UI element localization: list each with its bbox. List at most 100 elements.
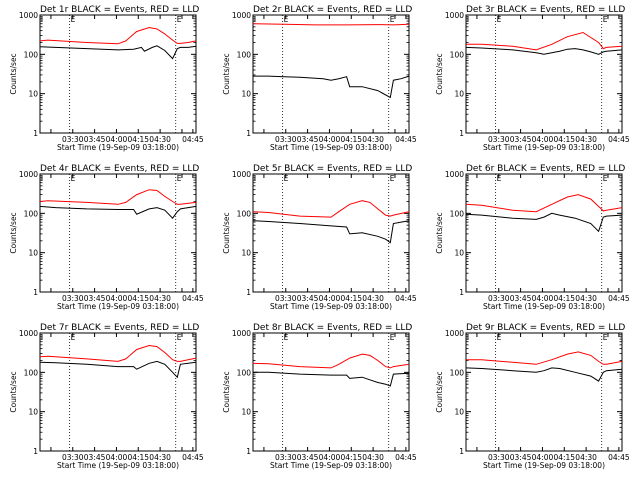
panel-title: Det 8r BLACK = Events, RED = LLD <box>253 323 412 333</box>
series-line-events <box>252 220 410 244</box>
x-tick-label: 04:30 <box>575 294 597 303</box>
y-tick-label: 1000 <box>445 170 464 179</box>
y-tick-label: 1 <box>459 288 464 297</box>
x-tick-label: 03:30 <box>62 135 84 144</box>
x-tick-label: 04:00 <box>106 135 128 144</box>
event-marker-label: E <box>497 333 502 342</box>
x-axis-label: Start Time (19-Sep-09 03:18:00) <box>483 461 605 470</box>
x-tick-label: 04:30 <box>575 453 597 462</box>
y-tick-label: 10 <box>454 249 464 258</box>
x-axis-label: Start Time (19-Sep-09 03:18:00) <box>57 143 179 152</box>
series-line-events <box>253 371 410 387</box>
x-tick-label: 04:45 <box>608 453 630 462</box>
panel-title: Det 7r BLACK = Events, RED = LLD <box>40 323 199 333</box>
y-tick-label: 1 <box>246 447 251 456</box>
y-tick-label: 1000 <box>232 11 251 20</box>
x-tick-label: 03:45 <box>297 453 319 462</box>
event-marker-label: E <box>284 333 289 342</box>
series-line-events <box>39 205 197 219</box>
x-tick-label: 03:45 <box>84 294 106 303</box>
series-line-lld <box>466 31 623 51</box>
y-tick-label: 100 <box>24 209 39 218</box>
y-axis-label: Counts/sec <box>9 53 18 94</box>
x-tick-label: 03:45 <box>297 294 319 303</box>
x-tick-label: 04:00 <box>319 294 341 303</box>
x-tick-label: 03:45 <box>84 453 106 462</box>
x-tick-label: 03:30 <box>275 135 297 144</box>
x-tick-label: 04:45 <box>395 135 417 144</box>
x-tick-label: 04:45 <box>182 294 204 303</box>
series-line-events <box>465 46 623 55</box>
x-tick-label: 03:30 <box>488 135 510 144</box>
y-tick-label: 100 <box>450 368 465 377</box>
panel-title: Det 1r BLACK = Events, RED = LLD <box>40 5 199 15</box>
x-tick-label: 04:15 <box>127 294 149 303</box>
y-tick-label: 100 <box>237 368 252 377</box>
event-marker-label: E <box>390 15 395 24</box>
event-marker-label: E <box>603 333 608 342</box>
x-axis-label: Start Time (19-Sep-09 03:18:00) <box>483 302 605 311</box>
x-axis-label: Start Time (19-Sep-09 03:18:00) <box>270 143 392 152</box>
event-marker-label: E <box>603 174 608 183</box>
y-tick-label: 100 <box>450 50 465 59</box>
x-tick-label: 03:45 <box>84 135 106 144</box>
event-marker-label: E <box>284 15 289 24</box>
event-marker-label: E <box>71 174 76 183</box>
y-tick-label: 10 <box>454 90 464 99</box>
y-tick-label: 10 <box>28 408 38 417</box>
panel-title: Det 3r BLACK = Events, RED = LLD <box>466 5 625 15</box>
event-marker-label: E <box>390 333 395 342</box>
x-tick-label: 04:30 <box>362 453 384 462</box>
chart-panel: Det 1r BLACK = Events, RED = LLD 1 10 100 10… <box>9 5 204 152</box>
plot-frame <box>252 14 410 134</box>
y-tick-label: 10 <box>28 90 38 99</box>
x-tick-label: 04:15 <box>127 135 149 144</box>
chart-panel: Det 7r BLACK = Events, RED = LLD 1 10 100 10… <box>9 323 204 470</box>
series-line-events <box>465 367 623 382</box>
plot-frame <box>39 14 197 134</box>
x-tick-label: 04:45 <box>182 135 204 144</box>
plot-frame <box>252 332 410 452</box>
y-tick-label: 1 <box>246 129 251 138</box>
event-marker-label: E <box>284 174 289 183</box>
y-axis-label: Counts/sec <box>222 212 231 253</box>
plot-frame <box>39 173 197 293</box>
event-marker-label: E <box>497 15 502 24</box>
x-tick-label: 03:45 <box>510 294 532 303</box>
y-tick-label: 10 <box>454 408 464 417</box>
x-tick-label: 03:45 <box>297 135 319 144</box>
y-axis-label: Counts/sec <box>222 53 231 94</box>
series-line-lld <box>39 189 197 205</box>
series-line-events <box>39 45 197 60</box>
x-tick-label: 04:15 <box>340 453 362 462</box>
y-tick-label: 1 <box>459 129 464 138</box>
y-axis-label: Counts/sec <box>222 371 231 412</box>
y-tick-label: 100 <box>24 368 39 377</box>
x-tick-label: 04:00 <box>319 135 341 144</box>
panel-title: Det 5r BLACK = Events, RED = LLD <box>253 164 412 174</box>
event-marker-label: E <box>177 333 182 342</box>
event-marker-label: E <box>71 333 76 342</box>
x-axis-label: Start Time (19-Sep-09 03:18:00) <box>270 461 392 470</box>
x-tick-label: 04:00 <box>532 294 554 303</box>
chart-panel: Det 5r BLACK = Events, RED = LLD 1 10 100 10… <box>222 164 417 311</box>
y-tick-label: 100 <box>24 50 39 59</box>
y-tick-label: 1 <box>33 447 38 456</box>
y-tick-label: 1000 <box>445 329 464 338</box>
panel-title: Det 4r BLACK = Events, RED = LLD <box>40 164 199 174</box>
series-line-lld <box>465 194 623 213</box>
y-axis-label: Counts/sec <box>435 371 444 412</box>
x-tick-label: 04:15 <box>553 453 575 462</box>
chart-panel: Det 3r BLACK = Events, RED = LLD 1 10 100 10… <box>435 5 630 152</box>
y-tick-label: 100 <box>237 50 252 59</box>
chart-panel: Det 6r BLACK = Events, RED = LLD 1 10 100 10… <box>435 164 630 311</box>
y-axis-label: Counts/sec <box>9 371 18 412</box>
x-tick-label: 03:30 <box>488 453 510 462</box>
plot-frame <box>465 14 623 134</box>
x-tick-label: 04:30 <box>575 135 597 144</box>
x-tick-label: 03:45 <box>510 135 532 144</box>
x-tick-label: 03:30 <box>62 294 84 303</box>
event-marker-label: E <box>497 174 502 183</box>
y-tick-label: 1000 <box>232 170 251 179</box>
x-tick-label: 04:45 <box>395 294 417 303</box>
